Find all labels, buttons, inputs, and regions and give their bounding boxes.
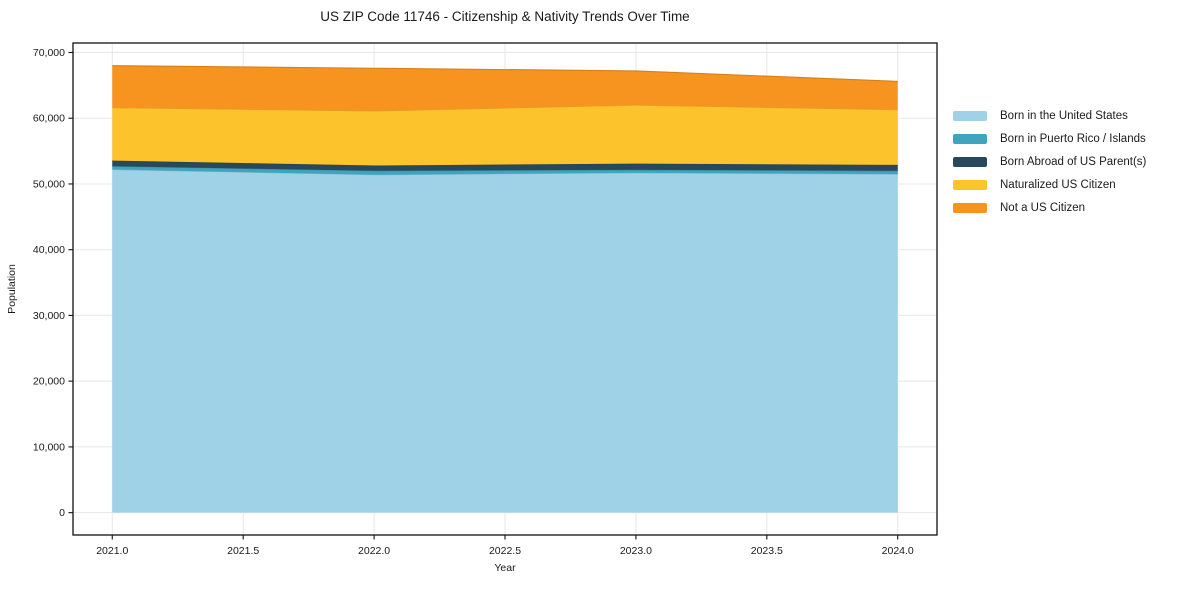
legend-entry-born-abroad-of-us-parent-s: Born Abroad of US Parent(s): [953, 155, 1146, 168]
legend-swatch: [953, 110, 987, 121]
area-naturalized-us-citizen: [112, 105, 898, 166]
legend-label: Born in Puerto Rico / Islands: [1000, 132, 1146, 145]
area-edge-born-in-puerto-rico-islands: [112, 165, 898, 172]
y-tick-label: 0: [59, 507, 65, 519]
area-not-a-us-citizen: [112, 65, 898, 111]
y-tick-label: 50,000: [33, 178, 65, 190]
y-tick-label: 30,000: [33, 310, 65, 322]
y-axis-label: Population: [6, 264, 18, 314]
area-layer: [112, 65, 898, 513]
legend-swatch: [953, 202, 987, 213]
area-born-in-the-united-states: [112, 169, 898, 513]
legend-label: Not a US Citizen: [1000, 201, 1086, 214]
y-tick-label: 70,000: [33, 47, 65, 59]
legend-swatch: [953, 133, 987, 144]
axis-layer: 2021.0 2021.5 2022.0 2022.5 2023.0 2023.5 2024…: [33, 42, 938, 557]
y-tick-label: 40,000: [33, 244, 65, 256]
legend-swatch: [953, 179, 987, 190]
legend-label: Born in the United States: [1000, 109, 1128, 122]
legend-label: Naturalized US Citizen: [1000, 178, 1116, 191]
area-born-abroad-of-us-parent-s: [112, 160, 898, 171]
legend: Born in the United States Born in Puerto …: [953, 109, 1146, 224]
y-tick-label: 60,000: [33, 113, 65, 125]
legend-entry-not-a-us-citizen: Not a US Citizen: [953, 201, 1146, 214]
x-tick-label: 2022.0: [358, 545, 390, 557]
legend-entry-born-in-the-united-states: Born in the United States: [953, 109, 1146, 122]
x-tick-label: 2024.0: [882, 545, 914, 557]
legend-swatch: [953, 156, 987, 167]
legend-entry-naturalized-us-citizen: Naturalized US Citizen: [953, 178, 1146, 191]
y-tick-label: 10,000: [33, 441, 65, 453]
x-tick-label: 2021.0: [96, 545, 128, 557]
chart-title: US ZIP Code 11746 - Citizenship & Nativi…: [320, 9, 690, 24]
legend-label: Born Abroad of US Parent(s): [1000, 155, 1147, 168]
x-tick-label: 2023.0: [620, 545, 652, 557]
legend-entry-born-in-puerto-rico-islands: Born in Puerto Rico / Islands: [953, 132, 1146, 145]
y-tick-label: 20,000: [33, 376, 65, 388]
x-tick-label: 2023.5: [751, 545, 783, 557]
x-axis-label: Year: [494, 562, 516, 574]
area-edge-not-a-us-citizen: [112, 65, 898, 82]
x-tick-label: 2022.5: [489, 545, 521, 557]
x-tick-label: 2021.5: [227, 545, 259, 557]
